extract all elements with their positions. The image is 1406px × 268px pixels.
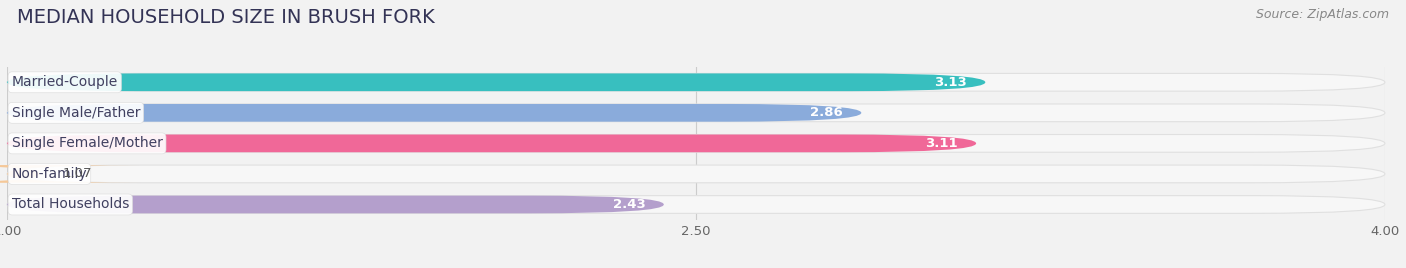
FancyBboxPatch shape [7, 104, 1385, 122]
FancyBboxPatch shape [7, 196, 664, 213]
FancyBboxPatch shape [7, 73, 986, 91]
FancyBboxPatch shape [7, 165, 1385, 183]
Text: Single Male/Father: Single Male/Father [11, 106, 141, 120]
FancyBboxPatch shape [7, 135, 1385, 152]
Text: 2.86: 2.86 [810, 106, 844, 119]
Text: Total Households: Total Households [11, 198, 129, 211]
Text: Single Female/Mother: Single Female/Mother [11, 136, 163, 150]
Text: Married-Couple: Married-Couple [11, 75, 118, 89]
FancyBboxPatch shape [7, 73, 1385, 91]
FancyBboxPatch shape [7, 196, 1385, 213]
Text: 3.11: 3.11 [925, 137, 957, 150]
Text: Source: ZipAtlas.com: Source: ZipAtlas.com [1256, 8, 1389, 21]
Text: 1.07: 1.07 [62, 168, 91, 180]
FancyBboxPatch shape [7, 135, 976, 152]
FancyBboxPatch shape [0, 165, 141, 183]
Text: MEDIAN HOUSEHOLD SIZE IN BRUSH FORK: MEDIAN HOUSEHOLD SIZE IN BRUSH FORK [17, 8, 434, 27]
Text: 2.43: 2.43 [613, 198, 645, 211]
Text: 3.13: 3.13 [934, 76, 967, 89]
Text: Non-family: Non-family [11, 167, 87, 181]
FancyBboxPatch shape [7, 104, 862, 122]
